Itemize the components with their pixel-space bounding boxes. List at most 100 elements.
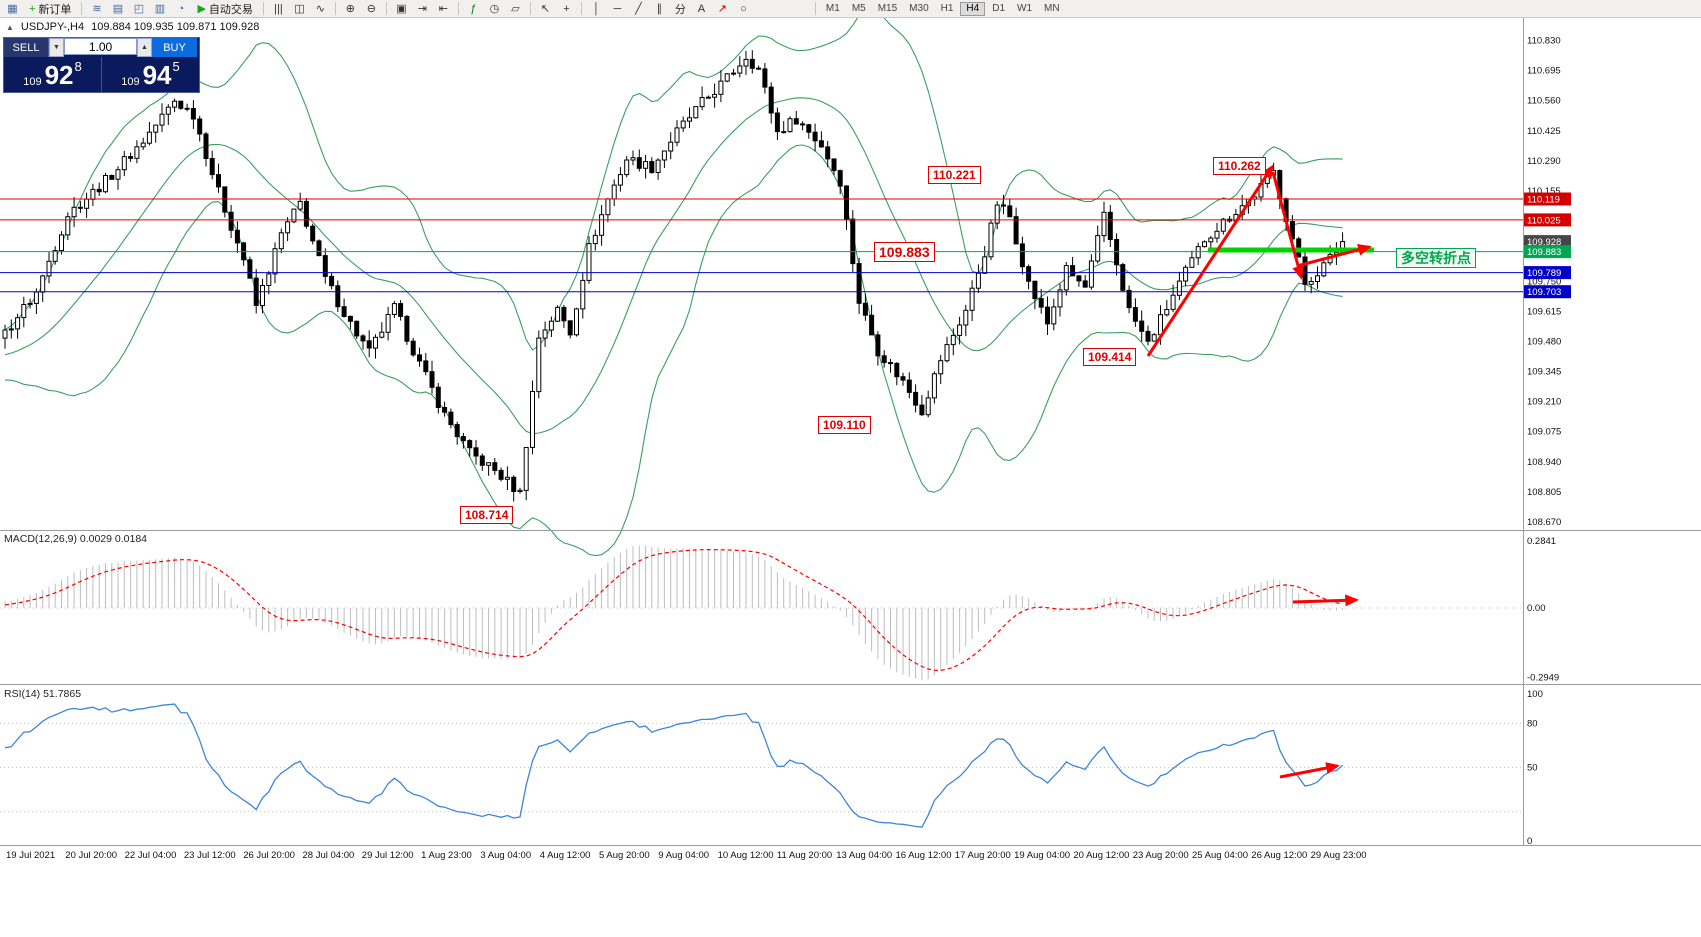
- autotrading-button-icon: ▶: [197, 3, 206, 15]
- price-tag-109.883: [1524, 245, 1571, 259]
- indicators-icon[interactable]: ƒ: [470, 2, 477, 15]
- toolbar-separator: [529, 2, 531, 15]
- strategy-tester-icon[interactable]: ◔: [177, 2, 185, 15]
- chart-shift-icon[interactable]: ⇤: [438, 3, 449, 15]
- turning-point-note[interactable]: 多空转折点: [1396, 248, 1476, 268]
- price-note-109.414[interactable]: 109.414: [1083, 348, 1137, 366]
- price-tag-109.703: [1524, 285, 1571, 299]
- bollinger-lower-band: [4, 144, 1343, 557]
- price-note-109.883[interactable]: 109.883: [874, 242, 935, 262]
- new-order-button[interactable]: + 新订单: [24, 1, 76, 16]
- candlestick-chart-icon[interactable]: ◫: [294, 3, 305, 15]
- svg-text:110.830: 110.830: [1527, 36, 1561, 47]
- svg-text:5 Aug 20:00: 5 Aug 20:00: [599, 850, 650, 861]
- tile-windows-icon[interactable]: ▣: [396, 3, 407, 15]
- svg-text:23 Aug 20:00: 23 Aug 20:00: [1133, 850, 1189, 861]
- ask-price-prefix: 109: [121, 76, 140, 88]
- timeframe-m5[interactable]: M5: [851, 3, 866, 14]
- macd-axis-label: 0.00: [1527, 603, 1546, 614]
- toolbar-separator: [814, 2, 816, 15]
- autotrading-button[interactable]: ▶ 自动交易: [192, 1, 257, 16]
- timeframe-w1[interactable]: W1: [1017, 3, 1033, 14]
- price-note-110.262[interactable]: 110.262: [1213, 157, 1266, 175]
- shapes-icon[interactable]: ○: [740, 2, 747, 15]
- svg-text:108.805: 108.805: [1527, 487, 1561, 498]
- svg-text:26 Jul 20:00: 26 Jul 20:00: [243, 850, 295, 861]
- trend-arrow-5[interactable]: [1279, 762, 1340, 779]
- timeframe-d1[interactable]: D1: [992, 3, 1006, 14]
- price-tag-label: 109.883: [1527, 247, 1561, 258]
- vertical-line-icon[interactable]: │: [592, 2, 600, 15]
- timeframe-m15[interactable]: M15: [877, 3, 898, 14]
- trend-arrow-3[interactable]: [1296, 243, 1372, 268]
- bollinger-middle-band: [4, 97, 1343, 435]
- line-chart-icon[interactable]: ∿: [315, 3, 326, 15]
- svg-text:1 Aug 23:00: 1 Aug 23:00: [421, 850, 472, 861]
- ask-price-big: 94: [142, 59, 172, 90]
- timeframe-h1[interactable]: H1: [940, 3, 954, 14]
- svg-text:10 Aug 12:00: 10 Aug 12:00: [718, 850, 774, 861]
- trend-arrow-1[interactable]: [1146, 164, 1274, 357]
- bid-price-sup: 8: [74, 59, 82, 74]
- price-axis-labels: 110.830 110.695 110.560 110.425 110.290 110.1…: [1527, 36, 1561, 529]
- data-window-icon[interactable]: ▤: [112, 3, 124, 15]
- auto-scroll-icon[interactable]: ⇥: [417, 3, 428, 15]
- price-axis[interactable]: [1523, 18, 1701, 845]
- chart-context-icon: ▲: [6, 22, 14, 32]
- templates-icon[interactable]: ▱: [511, 3, 520, 15]
- svg-text:29 Aug 23:00: 29 Aug 23:00: [1311, 850, 1367, 861]
- ask-price[interactable]: 109 94 5: [102, 57, 199, 92]
- crosshair-icon[interactable]: +: [563, 2, 570, 15]
- timeframe-h4[interactable]: H4: [960, 1, 986, 16]
- text-icon[interactable]: A: [697, 2, 706, 15]
- cursor-icon[interactable]: ↖: [540, 3, 551, 15]
- time-axis[interactable]: [0, 846, 1523, 866]
- chart-symbol-title: ▲ USDJPY-,H4 109.884 109.935 109.871 109…: [6, 21, 259, 33]
- bar-chart-icon[interactable]: |||: [274, 2, 283, 15]
- timeframe-mn[interactable]: MN: [1044, 3, 1060, 14]
- timeframe-m30[interactable]: M30: [909, 3, 929, 14]
- zoom-out-icon[interactable]: ⊖: [366, 3, 377, 15]
- trend-arrow-2[interactable]: [1271, 171, 1305, 280]
- volume-input[interactable]: [64, 38, 137, 55]
- toolbar-separator: [81, 2, 83, 15]
- svg-text:4 Aug 12:00: 4 Aug 12:00: [540, 850, 591, 861]
- volume-decrease-button[interactable]: ▼: [49, 38, 64, 57]
- rsi-axis-label: 50: [1527, 763, 1538, 774]
- volume-increase-button[interactable]: ▲: [137, 38, 152, 57]
- arrow-tool-icon[interactable]: ↗: [717, 3, 728, 15]
- macd-histogram: [4, 545, 1344, 681]
- navigator-icon[interactable]: ◰: [133, 3, 145, 15]
- svg-text:20 Jul 20:00: 20 Jul 20:00: [65, 850, 117, 861]
- svg-text:109.210: 109.210: [1527, 397, 1561, 408]
- sell-button[interactable]: SELL: [4, 38, 49, 57]
- svg-text:110.695: 110.695: [1527, 66, 1561, 77]
- svg-text:23 Jul 12:00: 23 Jul 12:00: [184, 850, 236, 861]
- svg-text:26 Aug 12:00: 26 Aug 12:00: [1251, 850, 1307, 861]
- price-note-110.221[interactable]: 110.221: [928, 166, 981, 184]
- channel-icon[interactable]: ∥: [656, 3, 663, 15]
- price-tag-110.025: [1524, 213, 1571, 227]
- terminal-icon[interactable]: ▥: [154, 3, 166, 15]
- market-watch-icon[interactable]: ≋: [92, 3, 102, 15]
- trend-arrow-4[interactable]: [1292, 594, 1359, 607]
- periods-icon[interactable]: ◷: [489, 3, 500, 15]
- fibonacci-icon[interactable]: 分: [674, 3, 686, 16]
- zoom-in-icon[interactable]: ⊕: [345, 3, 356, 15]
- price-tag-110.119: [1524, 192, 1571, 206]
- price-note-108.714[interactable]: 108.714: [460, 506, 514, 524]
- timeframe-m1[interactable]: M1: [825, 3, 840, 14]
- new-chart-icon[interactable]: ▦: [7, 3, 18, 15]
- trendline-icon[interactable]: ╱: [635, 3, 642, 15]
- bid-price[interactable]: 109 92 8: [4, 57, 102, 92]
- price-note-109.110[interactable]: 109.110: [818, 416, 871, 434]
- buy-button[interactable]: BUY: [152, 38, 197, 57]
- svg-text:110.560: 110.560: [1527, 96, 1561, 107]
- ask-price-sup: 5: [172, 59, 180, 74]
- price-tag-label: 110.119: [1527, 195, 1560, 206]
- one-click-trading-panel: SELL ▼ ▲ BUY 109 92 8 109 94 5: [3, 37, 200, 93]
- horizontal-line-icon[interactable]: ─: [613, 2, 622, 15]
